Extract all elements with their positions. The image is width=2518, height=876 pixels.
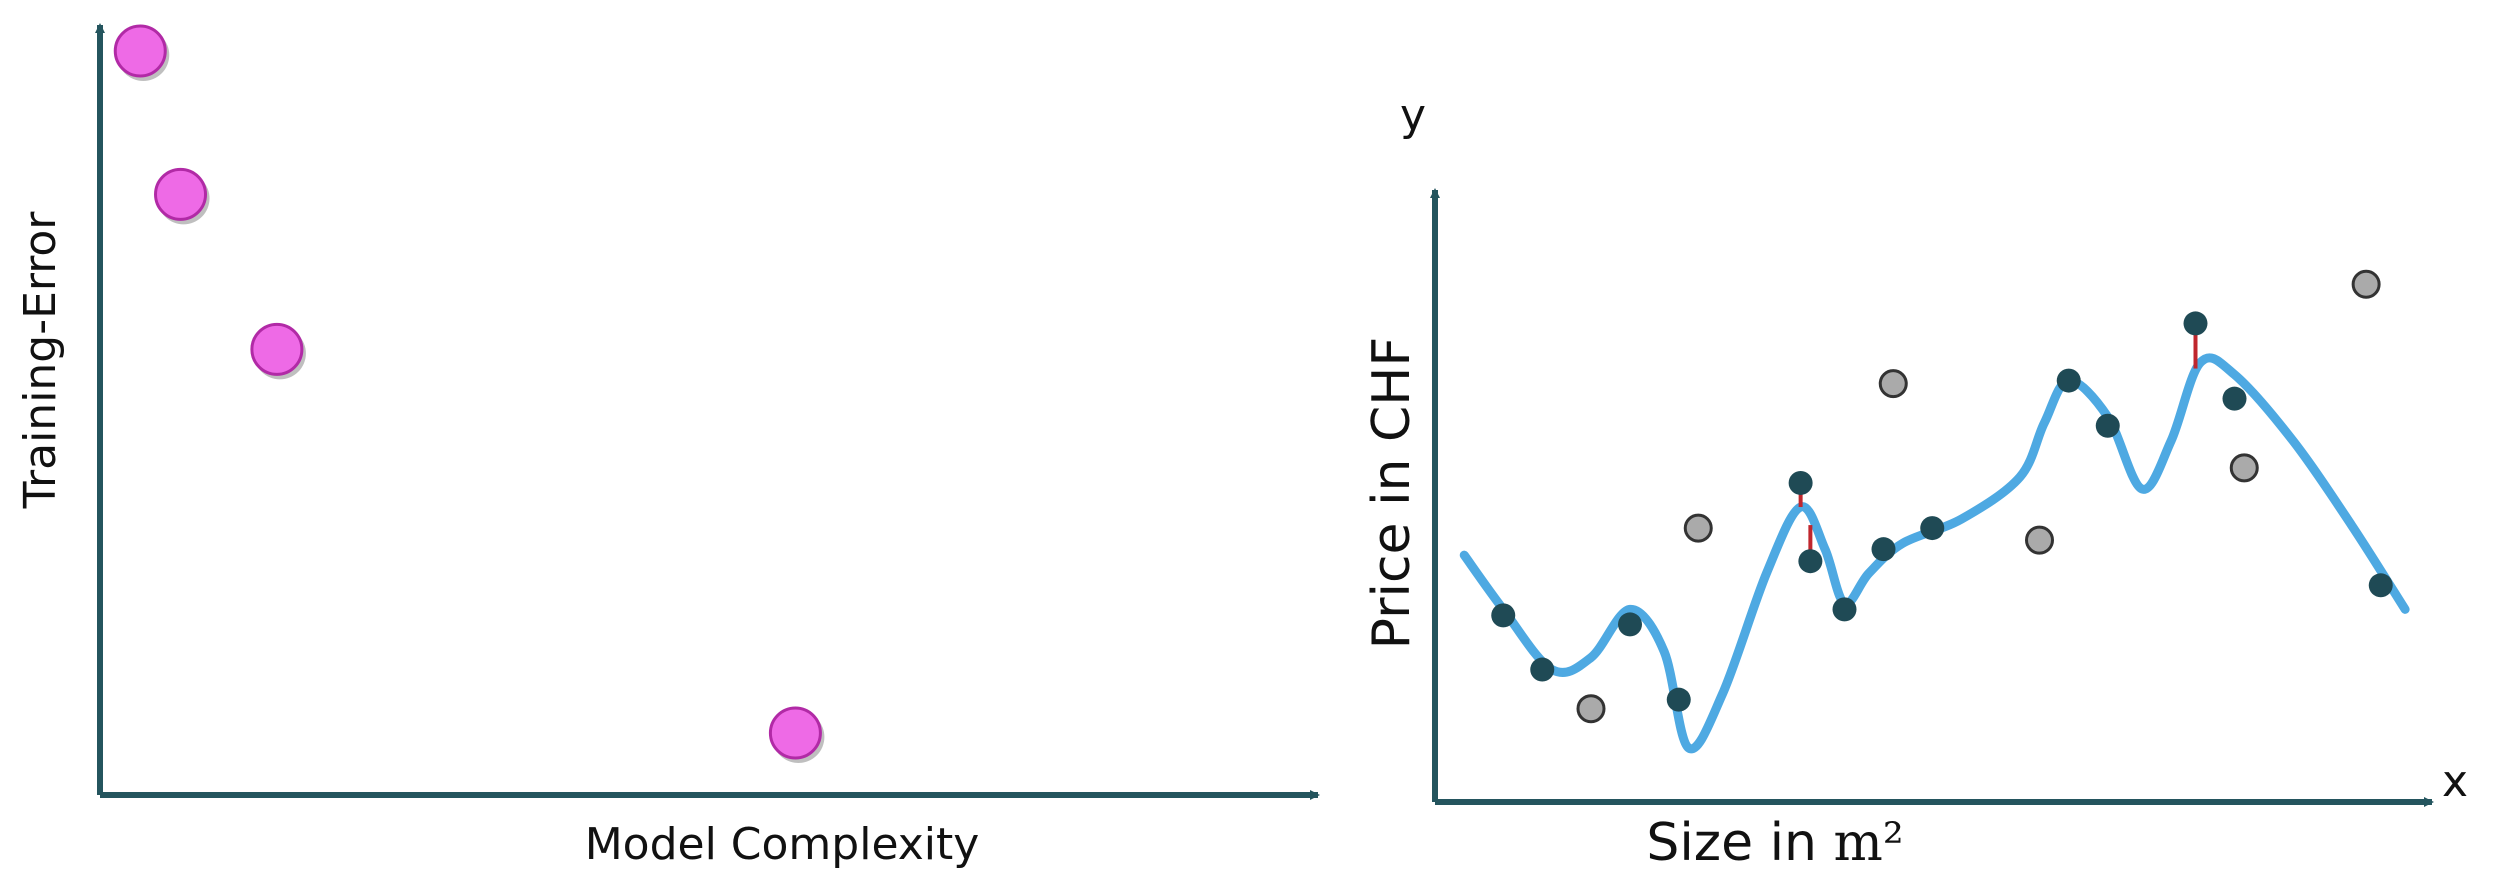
training-point bbox=[1666, 687, 1691, 712]
test-point bbox=[1878, 369, 1908, 399]
training-point bbox=[1798, 549, 1823, 574]
left-y-axis-label: Training-Error bbox=[15, 211, 66, 510]
training-point bbox=[1618, 612, 1642, 637]
left-points bbox=[113, 24, 825, 763]
fit-curve-group bbox=[1459, 353, 2410, 754]
residuals-group bbox=[1798, 323, 2198, 562]
left-axes bbox=[95, 23, 1320, 800]
right-chart: y x Price in CHF Size in m² bbox=[1362, 90, 2468, 873]
complexity-point bbox=[250, 322, 304, 376]
test-point bbox=[2351, 269, 2381, 299]
right-x-axis-label-unit: m² bbox=[1834, 813, 1904, 873]
test-point bbox=[1576, 694, 1606, 724]
training-point bbox=[1788, 470, 1813, 495]
training-point bbox=[2222, 386, 2247, 411]
test-point bbox=[2229, 453, 2259, 483]
test-point bbox=[1683, 513, 1713, 543]
y-axis-letter: y bbox=[1400, 90, 1426, 141]
right-axes bbox=[1430, 188, 2434, 807]
x-axis-letter: x bbox=[2442, 756, 2468, 807]
left-chart: Model Complexity Training-Error bbox=[15, 23, 1320, 870]
training-point bbox=[2056, 368, 2081, 393]
right-x-axis-label-text: Size in bbox=[1646, 813, 1833, 873]
training-point bbox=[1491, 603, 1516, 628]
training-point bbox=[1832, 597, 1857, 622]
complexity-point bbox=[154, 167, 208, 221]
training-point bbox=[2183, 311, 2208, 336]
training-point bbox=[1530, 657, 1555, 682]
fit-curve bbox=[1459, 353, 2410, 754]
training-point bbox=[1920, 516, 1945, 541]
training-point bbox=[2095, 413, 2120, 438]
complexity-point bbox=[113, 24, 167, 78]
right-x-axis-label: Size in m² bbox=[1646, 813, 1903, 873]
test-points bbox=[1576, 269, 2381, 724]
training-points bbox=[1491, 311, 2393, 712]
right-y-axis-label: Price in CHF bbox=[1362, 337, 1422, 650]
training-point bbox=[2368, 573, 2393, 598]
test-point bbox=[2025, 525, 2054, 555]
complexity-point bbox=[768, 706, 822, 760]
training-point bbox=[1871, 537, 1896, 562]
left-x-axis-label: Model Complexity bbox=[585, 819, 980, 870]
